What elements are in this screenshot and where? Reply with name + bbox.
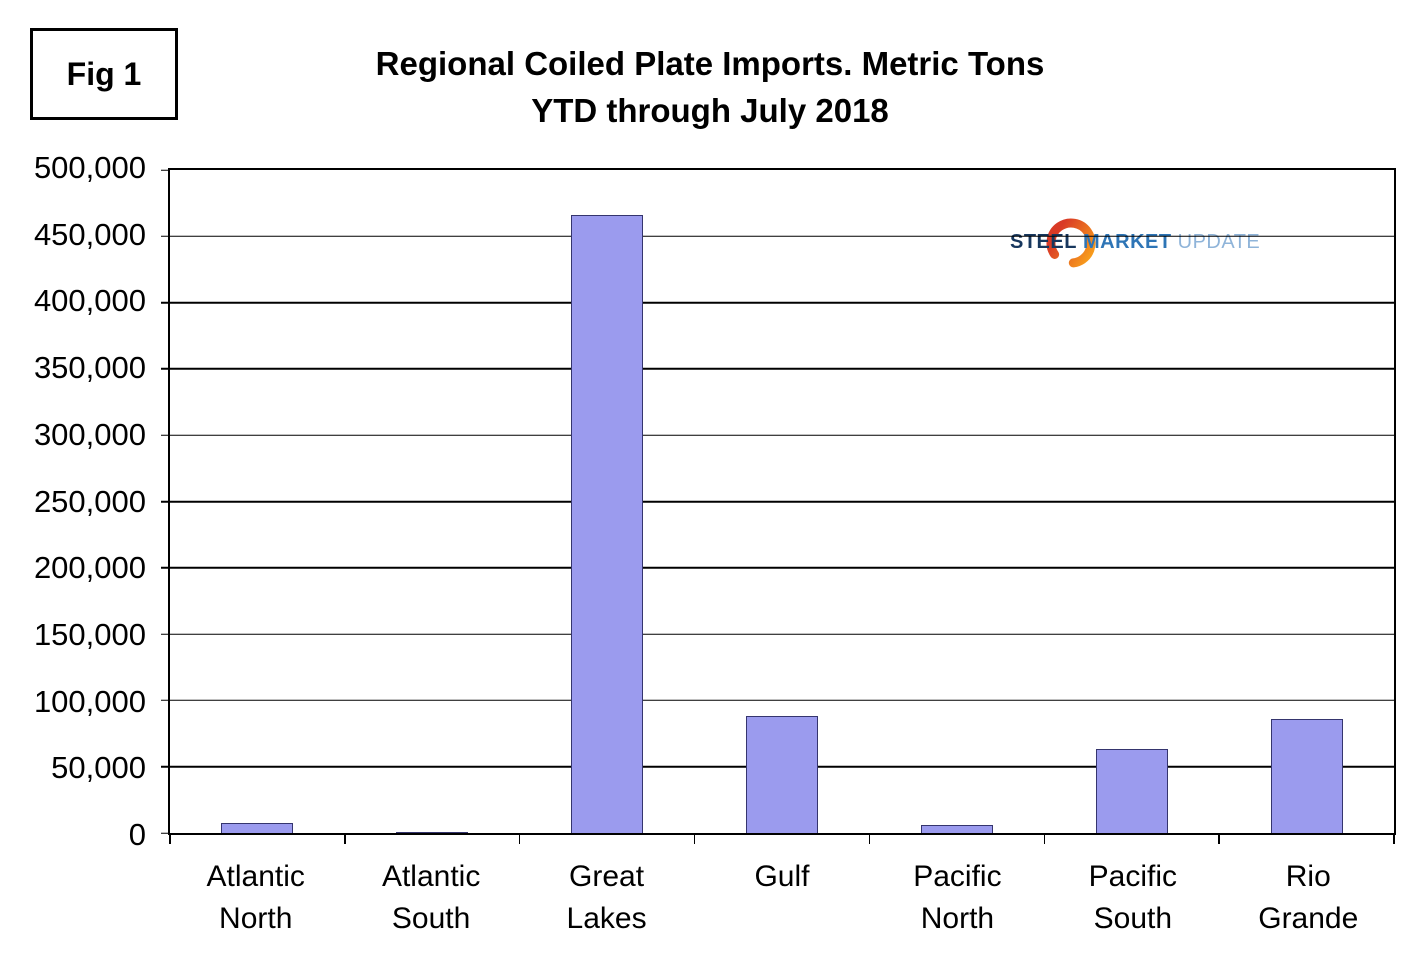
x-category-label-atlantic-south: Atlantic South [343, 856, 518, 940]
bar-pacific-south [1095, 749, 1168, 833]
y-tick-label: 250,000 [33, 483, 146, 519]
gridline [170, 434, 1394, 436]
x-category-label-line: Pacific [913, 860, 1002, 893]
x-category-label-line: Lakes [566, 902, 647, 935]
x-category-label-line: South [1093, 902, 1173, 935]
gridline [170, 301, 1394, 304]
x-category-label-line: South [391, 902, 471, 935]
x-category-label-pacific-north: Pacific North [870, 856, 1045, 940]
y-tick-label: 150,000 [33, 616, 146, 652]
gridline [170, 699, 1394, 702]
y-tick-label: 200,000 [33, 550, 146, 586]
x-axis-tick [868, 835, 871, 844]
y-tick-label: 50,000 [51, 750, 146, 786]
x-category-label-gulf: Gulf [694, 856, 869, 898]
bar-rio-grande [1270, 718, 1343, 833]
steel-market-update-logo: STEEL MARKET UPDATE [1010, 218, 1270, 270]
bar-pacific-north [920, 825, 993, 833]
x-axis-tick [169, 835, 171, 844]
chart-title-line-2: YTD through July 2018 [531, 92, 889, 129]
x-category-label-line: North [920, 902, 995, 935]
x-axis: Atlantic North Atlantic South Great Lakes Gulf… [168, 856, 1396, 956]
y-axis: 0 50,000 100,000 150,000 200,000 250,000 300,0… [0, 150, 160, 852]
x-category-label-line: Atlantic [381, 860, 481, 893]
chart-title: Regional Coiled Plate Imports. Metric To… [180, 40, 1240, 134]
y-tick-label: 0 [128, 817, 146, 852]
gridline [170, 500, 1394, 503]
x-category-label-great-lakes: Great Lakes [519, 856, 694, 940]
x-category-label-line: Pacific [1088, 860, 1178, 893]
figure-label: Fig 1 [66, 55, 142, 92]
x-axis-tick [1218, 835, 1220, 844]
x-axis-tick [518, 835, 521, 844]
y-tick-label: 500,000 [33, 150, 146, 185]
y-tick-label: 100,000 [33, 683, 146, 719]
logo-word-market: MARKET [1083, 231, 1172, 253]
bar-gulf [746, 716, 818, 833]
logo-word-steel: STEEL [1010, 231, 1077, 253]
y-axis-tick [161, 765, 170, 768]
y-axis-tick [161, 699, 170, 702]
y-axis-tick [161, 301, 170, 304]
gridline [170, 567, 1394, 569]
chart-title-line-1: Regional Coiled Plate Imports. Metric To… [375, 45, 1045, 82]
y-axis-tick [161, 633, 170, 635]
gridline [170, 368, 1394, 370]
y-axis-tick [161, 500, 170, 503]
y-axis-tick [161, 368, 170, 370]
gridline [170, 235, 1394, 238]
gridline [170, 633, 1394, 635]
x-category-label-rio-grande: Rio Grande [1221, 856, 1396, 940]
y-axis-tick [161, 567, 170, 569]
x-category-label-line: Grande [1258, 902, 1359, 935]
x-category-label-atlantic-north: Atlantic North [168, 856, 343, 940]
x-category-label-line: Rio [1285, 860, 1331, 893]
x-category-label-pacific-south: Pacific South [1045, 856, 1220, 940]
plot-area: STEEL MARKET UPDATE [161, 168, 1396, 844]
bar-great-lakes [571, 215, 644, 833]
x-category-label-line: North [219, 902, 293, 935]
y-tick-label: 400,000 [33, 283, 146, 319]
logo-text: STEEL MARKET UPDATE [1010, 231, 1260, 254]
bar-atlantic-north [221, 823, 294, 833]
y-tick-label: 300,000 [33, 416, 146, 452]
y-axis-tick [161, 235, 170, 238]
logo-swoosh-icon [1046, 218, 1096, 268]
x-category-label-line: Great [569, 860, 645, 893]
y-tick-label: 350,000 [33, 350, 146, 386]
x-category-label-line: Gulf [754, 860, 810, 893]
x-axis-tick [1043, 835, 1046, 844]
logo-word-update: UPDATE [1177, 231, 1261, 253]
figure-label-box: Fig 1 [30, 28, 178, 120]
y-axis-tick [161, 832, 170, 834]
y-axis-tick [161, 169, 170, 171]
x-category-label-line: Atlantic [206, 860, 305, 893]
y-tick-label: 450,000 [33, 216, 146, 252]
y-axis-tick [161, 434, 170, 436]
x-axis-tick [1393, 835, 1395, 844]
bar-atlantic-south [396, 831, 469, 833]
x-axis-tick [693, 835, 696, 844]
x-axis-tick [344, 835, 346, 844]
